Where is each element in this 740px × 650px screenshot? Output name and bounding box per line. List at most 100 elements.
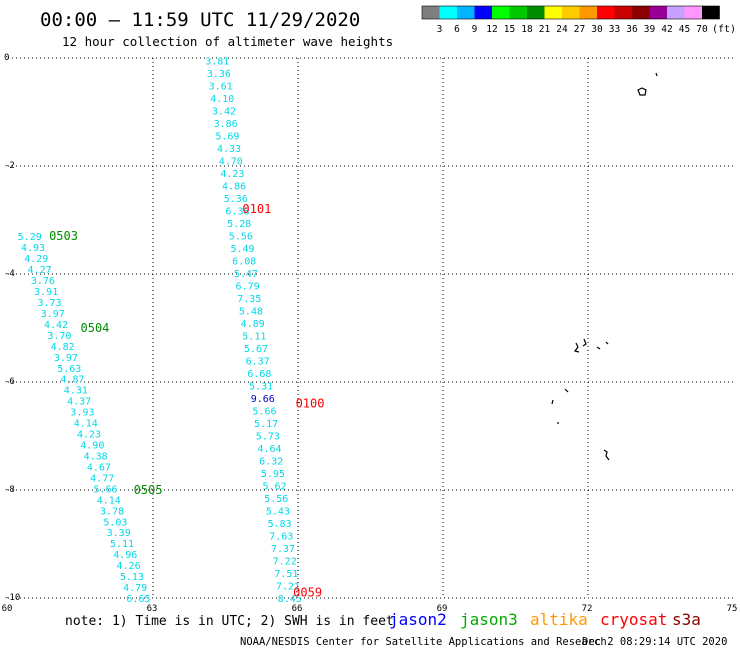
wave-height-value: 7.63 bbox=[269, 532, 293, 543]
colorbar-swatch bbox=[684, 6, 702, 19]
wave-height-value: 3.78 bbox=[100, 506, 124, 517]
colorbar-swatch bbox=[597, 6, 615, 19]
wave-height-value: 5.47 bbox=[234, 269, 258, 280]
wave-height-value: 3.61 bbox=[209, 82, 233, 93]
wave-height-tracks: 3.813.363.614.103.423.865.694.334.704.23… bbox=[18, 57, 302, 605]
wave-height-value: 4.79 bbox=[123, 583, 147, 594]
satellite-legend-entry: jason3 bbox=[460, 610, 518, 629]
colorbar-swatch bbox=[422, 6, 440, 19]
wave-height-value: 4.14 bbox=[74, 419, 98, 430]
satellite-legend: jason2 jason3 altika cryosat s3a bbox=[389, 610, 701, 629]
pass-time-label: 0100 bbox=[296, 397, 325, 411]
wave-height-value: 4.77 bbox=[90, 473, 114, 484]
wave-height-value: 4.27 bbox=[28, 265, 52, 276]
colorbar-label: 45 bbox=[679, 24, 690, 35]
footer-note: note: 1) Time is in UTC; 2) SWH is in fe… bbox=[65, 614, 394, 629]
colorbar-swatch bbox=[632, 6, 650, 19]
wave-height-value: 6.65 bbox=[126, 594, 150, 605]
wave-height-value: 4.93 bbox=[21, 243, 45, 254]
satellite-legend-entry: jason2 bbox=[389, 610, 447, 629]
x-tick-labels: 60 63 66 69 72 75 bbox=[2, 604, 738, 614]
wave-height-value: 4.23 bbox=[220, 169, 244, 180]
wave-height-value: 6.38 bbox=[225, 207, 249, 218]
wave-height-value: 4.64 bbox=[257, 444, 281, 455]
y-tick-label: -4 bbox=[4, 269, 15, 279]
x-tick-label: 69 bbox=[437, 604, 448, 614]
y-tick-label: -10 bbox=[4, 593, 20, 603]
wave-height-value: 3.39 bbox=[107, 528, 131, 539]
wave-height-value: 6.37 bbox=[246, 357, 270, 368]
wave-height-value: 4.42 bbox=[44, 320, 68, 331]
wave-height-value: 3.93 bbox=[70, 408, 94, 419]
wave-height-value: 4.33 bbox=[217, 144, 241, 155]
colorbar-label: 27 bbox=[574, 24, 585, 35]
colorbar-label: 70 bbox=[696, 24, 708, 35]
chart-title: 00:00 – 11:59 UTC 11/29/2020 bbox=[40, 9, 360, 31]
wave-height-value: 3.97 bbox=[54, 353, 78, 364]
wave-height-value: 3.73 bbox=[37, 298, 61, 309]
wave-height-value: 3.91 bbox=[34, 287, 58, 298]
wave-height-value: 4.96 bbox=[113, 550, 137, 561]
wave-height-value: 5.73 bbox=[256, 432, 280, 443]
wave-height-value: 3.86 bbox=[214, 119, 238, 130]
wave-height-value: 5.03 bbox=[103, 517, 127, 528]
y-tick-label: -6 bbox=[4, 377, 15, 387]
coastline-islands bbox=[551, 72, 658, 461]
wave-height-value: 5.62 bbox=[263, 482, 287, 493]
y-tick-labels: 0 -2 -4 -6 -8 -10 bbox=[4, 53, 20, 603]
x-tick-label: 75 bbox=[727, 604, 738, 614]
wave-height-value: 4.10 bbox=[210, 94, 234, 105]
pass-time-label: 0505 bbox=[134, 483, 163, 497]
colorbar-label: 36 bbox=[626, 24, 638, 35]
wave-height-value: 6.79 bbox=[236, 282, 260, 293]
wave-height-value: 7.21 bbox=[276, 582, 300, 593]
pass-time-label: 0101 bbox=[242, 202, 271, 216]
y-tick-label: -8 bbox=[4, 485, 15, 495]
wave-height-value: 4.38 bbox=[84, 451, 108, 462]
wave-height-value: 6.68 bbox=[247, 369, 271, 380]
wave-height-value: 4.87 bbox=[61, 375, 85, 386]
colorbar-label: 42 bbox=[661, 24, 672, 35]
wave-height-value: 7.51 bbox=[274, 569, 298, 580]
wave-height-value: 5.36 bbox=[224, 194, 248, 205]
wave-height-value: 7.37 bbox=[271, 544, 295, 555]
pass-time-label: 0059 bbox=[293, 586, 322, 600]
wave-height-value: 5.69 bbox=[215, 132, 239, 143]
wave-height-value: 5.13 bbox=[120, 572, 144, 583]
wave-height-value: 4.67 bbox=[87, 462, 111, 473]
colorbar-swatch bbox=[457, 6, 475, 19]
colorbar-swatch bbox=[439, 6, 457, 19]
wave-height-value: 5.83 bbox=[268, 519, 292, 530]
colorbar-unit: (ft) bbox=[712, 24, 736, 35]
x-tick-label: 72 bbox=[582, 604, 593, 614]
colorbar-label: 30 bbox=[591, 24, 603, 35]
satellite-legend-entry: s3a bbox=[672, 610, 701, 629]
colorbar-swatch bbox=[667, 6, 685, 19]
wave-height-value: 4.37 bbox=[67, 397, 91, 408]
wave-height-value: 8.45 bbox=[278, 594, 302, 605]
pass-time-label: 0503 bbox=[49, 229, 78, 243]
wave-height-value: 3.97 bbox=[41, 309, 65, 320]
colorbar-label: 3 bbox=[437, 24, 443, 35]
colorbar-swatch bbox=[509, 6, 527, 19]
wave-height-value: 5.49 bbox=[230, 244, 254, 255]
colorbar-label: 39 bbox=[644, 24, 656, 35]
colorbar-frame bbox=[421, 5, 720, 20]
wave-height-value: 5.56 bbox=[229, 232, 253, 243]
wave-height-value: 9.66 bbox=[251, 394, 275, 405]
wave-height-value: 5.95 bbox=[261, 469, 285, 480]
wave-height-value: 5.31 bbox=[249, 382, 273, 393]
satellite-legend-entry: cryosat bbox=[600, 610, 667, 629]
colorbar-swatch bbox=[702, 6, 720, 19]
colorbar-swatch bbox=[527, 6, 545, 19]
footer-generated: Dec 2 08:29:14 UTC 2020 bbox=[582, 636, 727, 648]
y-tick-label: -2 bbox=[4, 161, 15, 171]
satellite-legend-entry: altika bbox=[530, 610, 588, 629]
colorbar-swatch bbox=[614, 6, 632, 19]
wave-height-value: 3.76 bbox=[31, 276, 55, 287]
wave-height-value: 4.90 bbox=[80, 441, 104, 452]
wave-height-value: 4.14 bbox=[97, 495, 121, 506]
colorbar-swatch bbox=[492, 6, 510, 19]
x-tick-label: 63 bbox=[147, 604, 158, 614]
